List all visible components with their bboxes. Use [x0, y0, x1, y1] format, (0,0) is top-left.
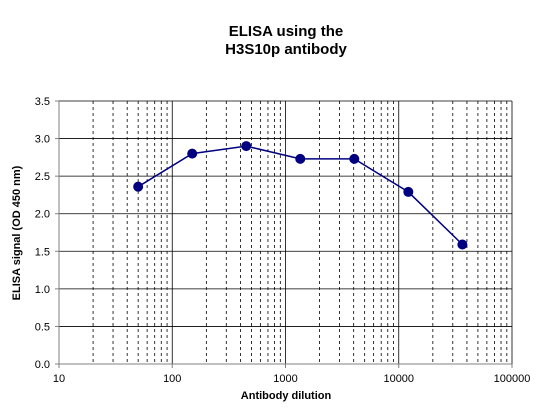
y-axis-label: ELISA signal (OD 450 nm): [11, 165, 23, 300]
data-point: [349, 153, 360, 164]
y-tick-label: 0.0: [35, 359, 50, 371]
axes: [55, 100, 513, 368]
tick-labels: 0.0 0.5 1.0 1.5 2.0 2.5 3.0 3.5 10 100 1000 10000 10…: [35, 96, 531, 385]
chart-title-line-2: H3S10p antibody: [225, 41, 347, 58]
y-tick-label: 2.0: [35, 209, 50, 221]
x-tick-label: 10: [53, 373, 65, 385]
x-tick-label: 10000: [383, 373, 414, 385]
data-point: [133, 181, 144, 192]
y-tick-label: 2.5: [35, 171, 50, 183]
data-point: [295, 153, 306, 164]
data-point: [457, 239, 468, 250]
data-point: [403, 186, 414, 197]
x-tick-label: 1000: [273, 373, 297, 385]
x-tick-label: 100000: [494, 373, 531, 385]
data-point: [241, 141, 252, 152]
y-tick-label: 0.5: [35, 321, 50, 333]
x-axis-label: Antibody dilution: [241, 390, 332, 402]
data-point: [187, 148, 198, 159]
y-tick-label: 1.0: [35, 284, 50, 296]
chart-title-line-1: ELISA using the: [229, 23, 343, 40]
data-series: [133, 141, 468, 250]
y-tick-label: 1.5: [35, 246, 50, 258]
y-tick-label: 3.0: [35, 134, 50, 146]
x-tick-label: 100: [163, 373, 181, 385]
y-tick-label: 3.5: [35, 96, 50, 108]
